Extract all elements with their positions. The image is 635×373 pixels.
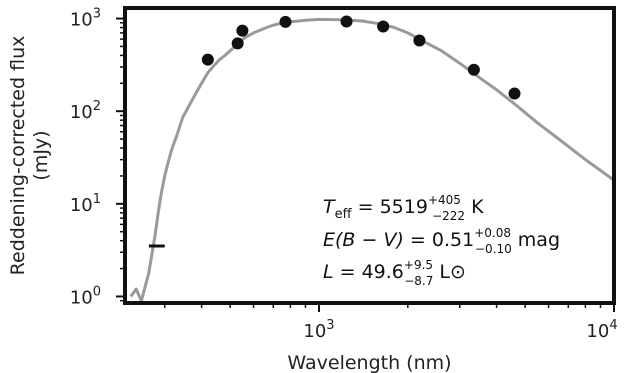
photometry-point: [377, 20, 390, 33]
x-axis-title: Wavelength (nm): [287, 352, 451, 373]
fit-parameter-annotation: L = 49.6+9.5 −8.7 L⊙: [323, 258, 466, 288]
photometry-point: [508, 87, 521, 100]
photometry-point: [467, 63, 480, 76]
photometry-point: [236, 24, 249, 37]
y-axis-title-line2: (mJy): [30, 130, 52, 180]
fit-parameter-annotation: Teff = 5519+405 −222 K: [323, 193, 484, 223]
axis-ticks: 103 104 100 101 102 103: [70, 7, 618, 342]
photometry-point: [413, 34, 426, 47]
fit-annotations: Teff = 5519+405 −222 KE(B − V) = 0.51+0.0…: [323, 193, 560, 288]
plot-content: [129, 15, 614, 303]
x-tick-label: 103: [303, 318, 334, 342]
y-tick-label: 102: [70, 99, 101, 123]
y-tick-label: 103: [70, 7, 101, 31]
fit-parameter-annotation: E(B − V) = 0.51+0.08 −0.10 mag: [323, 226, 560, 256]
y-axis-title-line1: Reddening-corrected flux: [7, 36, 29, 276]
y-axis-title: Reddening-corrected flux (mJy): [7, 36, 52, 276]
plot-frame: [123, 6, 616, 305]
y-tick-label: 100: [70, 284, 101, 308]
photometry-point: [201, 53, 214, 66]
y-tick-label: 101: [70, 192, 101, 216]
photometry-point: [231, 37, 244, 50]
x-tick-label: 104: [586, 318, 617, 342]
photometry-point: [340, 15, 353, 28]
photometry-point: [279, 15, 292, 28]
